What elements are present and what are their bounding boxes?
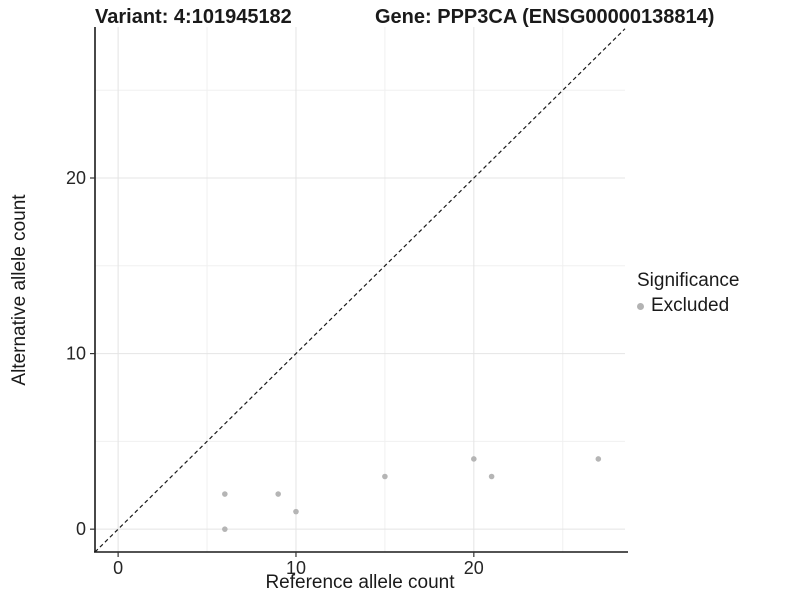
x-tick-label: 10 [286,558,306,578]
y-axis-title: Alternative allele count [9,194,30,386]
x-axis-title: Reference allele count [265,572,455,593]
legend-item-label: Excluded [651,295,730,316]
gene-title: Gene: PPP3CA (ENSG00000138814) [375,6,715,28]
y-tick-label: 20 [66,168,86,188]
data-point [293,508,299,515]
legend-point-icon [637,302,644,310]
data-point [382,473,388,480]
legend: Significance Excluded [637,270,739,317]
y-tick-label: 0 [76,519,86,539]
x-tick-label: 20 [464,558,484,578]
identity-reference-line [94,28,626,553]
legend-title: Significance [637,270,740,291]
data-point [595,456,602,462]
data-point [275,491,281,497]
data-point [488,473,495,480]
data-point [222,526,228,532]
x-tick-label: 0 [113,558,123,578]
data-point [222,491,228,497]
variant-title: Variant: 4:101945182 [95,6,292,28]
y-tick-label: 10 [66,344,86,364]
legend-item-excluded: Excluded [637,295,739,317]
data-point [471,456,477,462]
